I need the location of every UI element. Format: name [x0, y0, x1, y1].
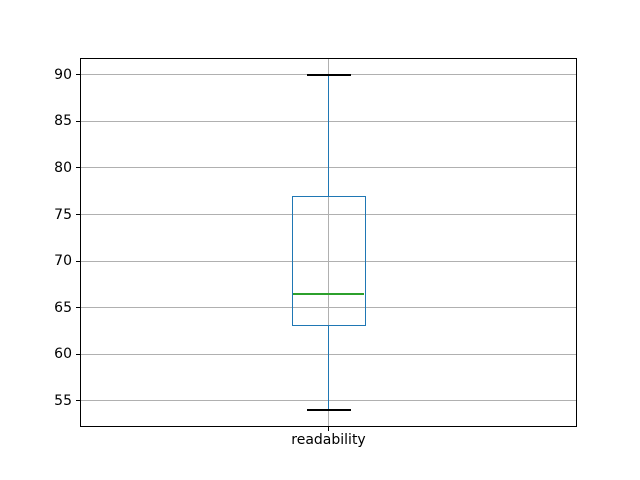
y-tick-label: 90	[54, 66, 72, 83]
whisker-upper	[327, 74, 330, 196]
cap-lower	[306, 409, 351, 412]
plot-area	[80, 58, 577, 427]
y-tick	[76, 307, 80, 309]
y-tick-label: 85	[54, 113, 72, 130]
y-tick-label: 70	[54, 253, 72, 270]
cap-upper	[306, 73, 351, 76]
y-tick	[76, 167, 80, 169]
x-tick-label: readability	[291, 432, 366, 448]
x-gridline	[328, 59, 329, 426]
boxplot-box	[291, 195, 366, 327]
y-tick-label: 80	[54, 159, 72, 176]
x-tick	[328, 427, 329, 431]
whisker-lower	[327, 326, 330, 411]
y-tick-label: 55	[54, 392, 72, 409]
y-tick	[76, 74, 80, 76]
y-tick-label: 65	[54, 299, 72, 316]
y-tick	[76, 260, 80, 262]
y-tick	[76, 120, 80, 122]
median-line	[293, 293, 364, 295]
y-tick-label: 75	[54, 206, 72, 223]
y-tick-label: 60	[54, 346, 72, 363]
y-tick	[76, 214, 80, 216]
y-tick	[76, 400, 80, 402]
y-tick	[76, 353, 80, 355]
